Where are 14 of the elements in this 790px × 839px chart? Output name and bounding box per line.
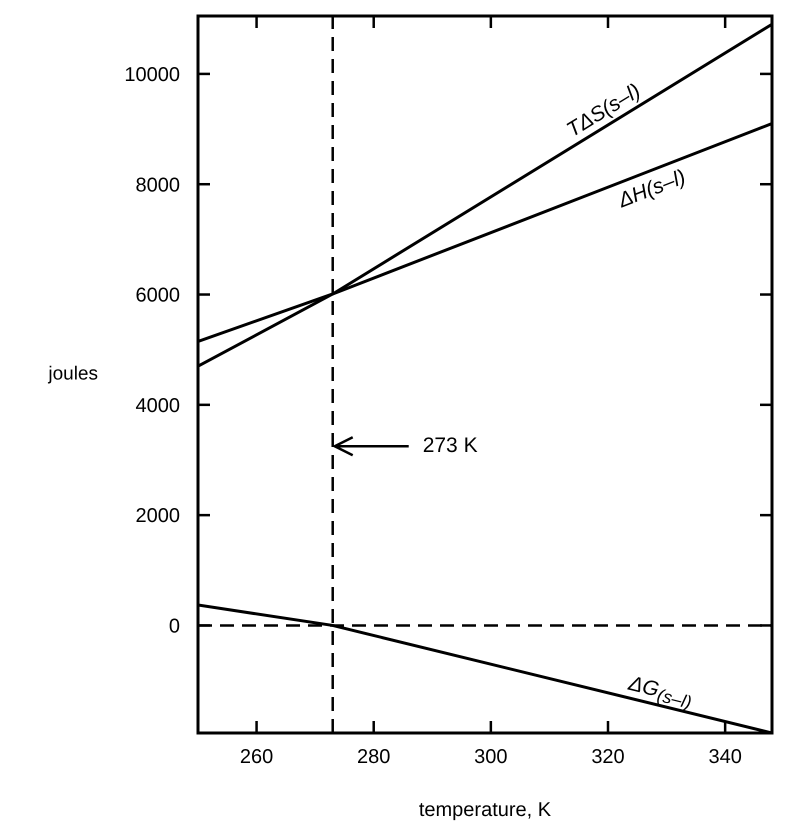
y-tick-label: 8000 bbox=[136, 174, 180, 196]
x-tick-label: 300 bbox=[474, 746, 508, 768]
x-tick-label: 320 bbox=[591, 746, 625, 768]
x-axis-title: temperature, K bbox=[418, 799, 552, 821]
x-tick-label: 340 bbox=[708, 746, 742, 768]
y-tick-label: 4000 bbox=[136, 394, 180, 417]
y-tick-label: 10000 bbox=[124, 64, 180, 86]
y-axis-title: joules bbox=[47, 364, 98, 385]
x-tick-label: 280 bbox=[357, 746, 390, 768]
x-tick-label: 260 bbox=[240, 746, 274, 768]
annotation: 273 K bbox=[422, 434, 478, 457]
y-tick-label: 6000 bbox=[136, 284, 180, 307]
y-tick-label: 0 bbox=[168, 616, 180, 638]
y-tick-label: 2000 bbox=[136, 505, 180, 528]
